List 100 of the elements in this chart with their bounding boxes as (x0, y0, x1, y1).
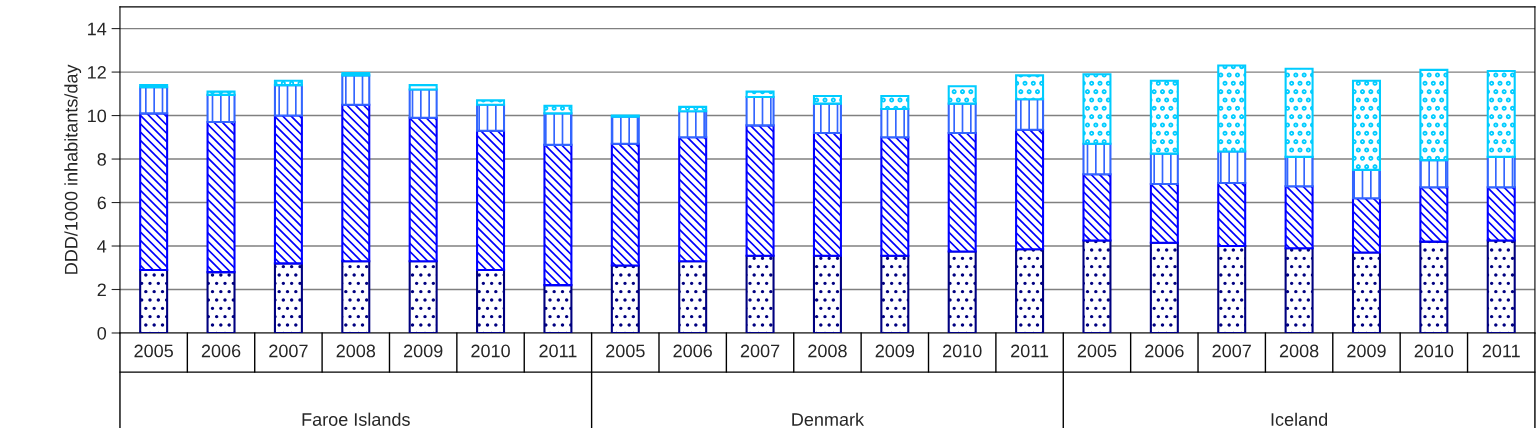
bar (1217, 64, 1247, 153)
bar (273, 262, 303, 333)
bar (206, 271, 236, 333)
x-tick-label: 2006 (201, 344, 241, 358)
text: Iceland (1271, 412, 1328, 426)
bar (341, 74, 371, 106)
bar (1217, 150, 1247, 184)
bar (947, 131, 977, 253)
bar (543, 104, 573, 115)
bar (1284, 247, 1314, 333)
bar (1351, 251, 1381, 333)
bar (273, 84, 303, 117)
x-tick-label: 2007 (740, 344, 780, 358)
bar (745, 254, 775, 333)
bar (139, 268, 169, 333)
x-tick-label: 2005 (606, 344, 645, 358)
bar (273, 79, 303, 87)
bar (880, 136, 910, 257)
bar (812, 254, 842, 333)
bar (610, 115, 640, 145)
bar (1217, 181, 1247, 248)
x-tick-label: 2007 (1212, 344, 1251, 358)
x-tick-label: 2009 (875, 344, 915, 358)
bar (1284, 185, 1314, 250)
y-tick-label: 6 (97, 196, 106, 210)
bar (1149, 152, 1179, 186)
bar (1486, 155, 1516, 189)
bar (1486, 239, 1516, 333)
x-tick-label: 2010 (471, 344, 510, 358)
bar (947, 85, 977, 105)
x-tick-label: 2011 (1482, 344, 1520, 358)
bar (1351, 79, 1381, 171)
bar (1082, 173, 1112, 242)
text: Faroe Islands (302, 412, 410, 426)
bar (880, 94, 910, 111)
x-tick-label: 2009 (1347, 344, 1386, 358)
bar (139, 86, 169, 115)
bar (1351, 168, 1381, 200)
bar (408, 116, 438, 263)
x-tick-label: 2011 (1011, 344, 1049, 358)
bar (880, 108, 910, 139)
bar (812, 94, 842, 105)
bar (1217, 244, 1247, 333)
y-tick-label: 0 (97, 326, 107, 340)
bar (745, 90, 775, 99)
x-tick-label: 2008 (1279, 344, 1319, 358)
bar (1419, 159, 1449, 189)
bar (206, 121, 236, 274)
x-tick-label: 2010 (943, 344, 982, 358)
bar (1149, 241, 1179, 333)
bar (341, 72, 371, 77)
bar (476, 99, 506, 106)
bar (543, 112, 573, 146)
bar (1015, 248, 1045, 333)
bar (408, 260, 438, 333)
x-tick-label: 2008 (336, 344, 376, 358)
bar (678, 260, 708, 333)
bar (1486, 186, 1516, 242)
bar (1284, 155, 1314, 188)
bar (610, 142, 640, 267)
bar (947, 102, 977, 134)
x-tick-label: 2005 (134, 344, 173, 358)
y-tick-label: 12 (88, 66, 106, 79)
y-tick-label: 8 (97, 152, 106, 166)
bar (1149, 183, 1179, 244)
bar (745, 124, 775, 257)
bar (1351, 197, 1381, 254)
bar (341, 103, 371, 263)
x-tick-label: 2007 (269, 344, 308, 358)
x-tick-label: 2010 (1414, 344, 1454, 358)
y-tick-label: 2 (97, 283, 106, 297)
bar (476, 129, 506, 271)
bar (812, 102, 842, 134)
bar (206, 90, 236, 96)
y-tick-label: 14 (88, 22, 107, 36)
bar (1015, 74, 1045, 101)
bar (206, 93, 236, 124)
x-tick-label: 2009 (404, 344, 443, 358)
bar (678, 136, 708, 263)
bar (745, 96, 775, 127)
bar (1419, 240, 1449, 333)
bar (880, 254, 910, 333)
bar (1015, 128, 1045, 251)
bar (1419, 68, 1449, 162)
bar (408, 88, 438, 119)
bar (476, 103, 506, 132)
x-tick-label: 2006 (1145, 344, 1184, 358)
bar (139, 84, 169, 89)
bar (543, 284, 573, 333)
y-tick-label: 10 (88, 109, 107, 123)
text: Denmark (792, 412, 865, 426)
x-tick-label: 2005 (1077, 344, 1117, 358)
bar (678, 110, 708, 139)
y-axis-title: DDD/1000 inhabitants/day (64, 64, 82, 274)
bar (1284, 67, 1314, 158)
y-tick-label: 4 (97, 240, 107, 253)
bar (1419, 186, 1449, 243)
x-tick-label: 2011 (539, 344, 577, 358)
bar (1082, 239, 1112, 333)
bar (1149, 79, 1179, 155)
